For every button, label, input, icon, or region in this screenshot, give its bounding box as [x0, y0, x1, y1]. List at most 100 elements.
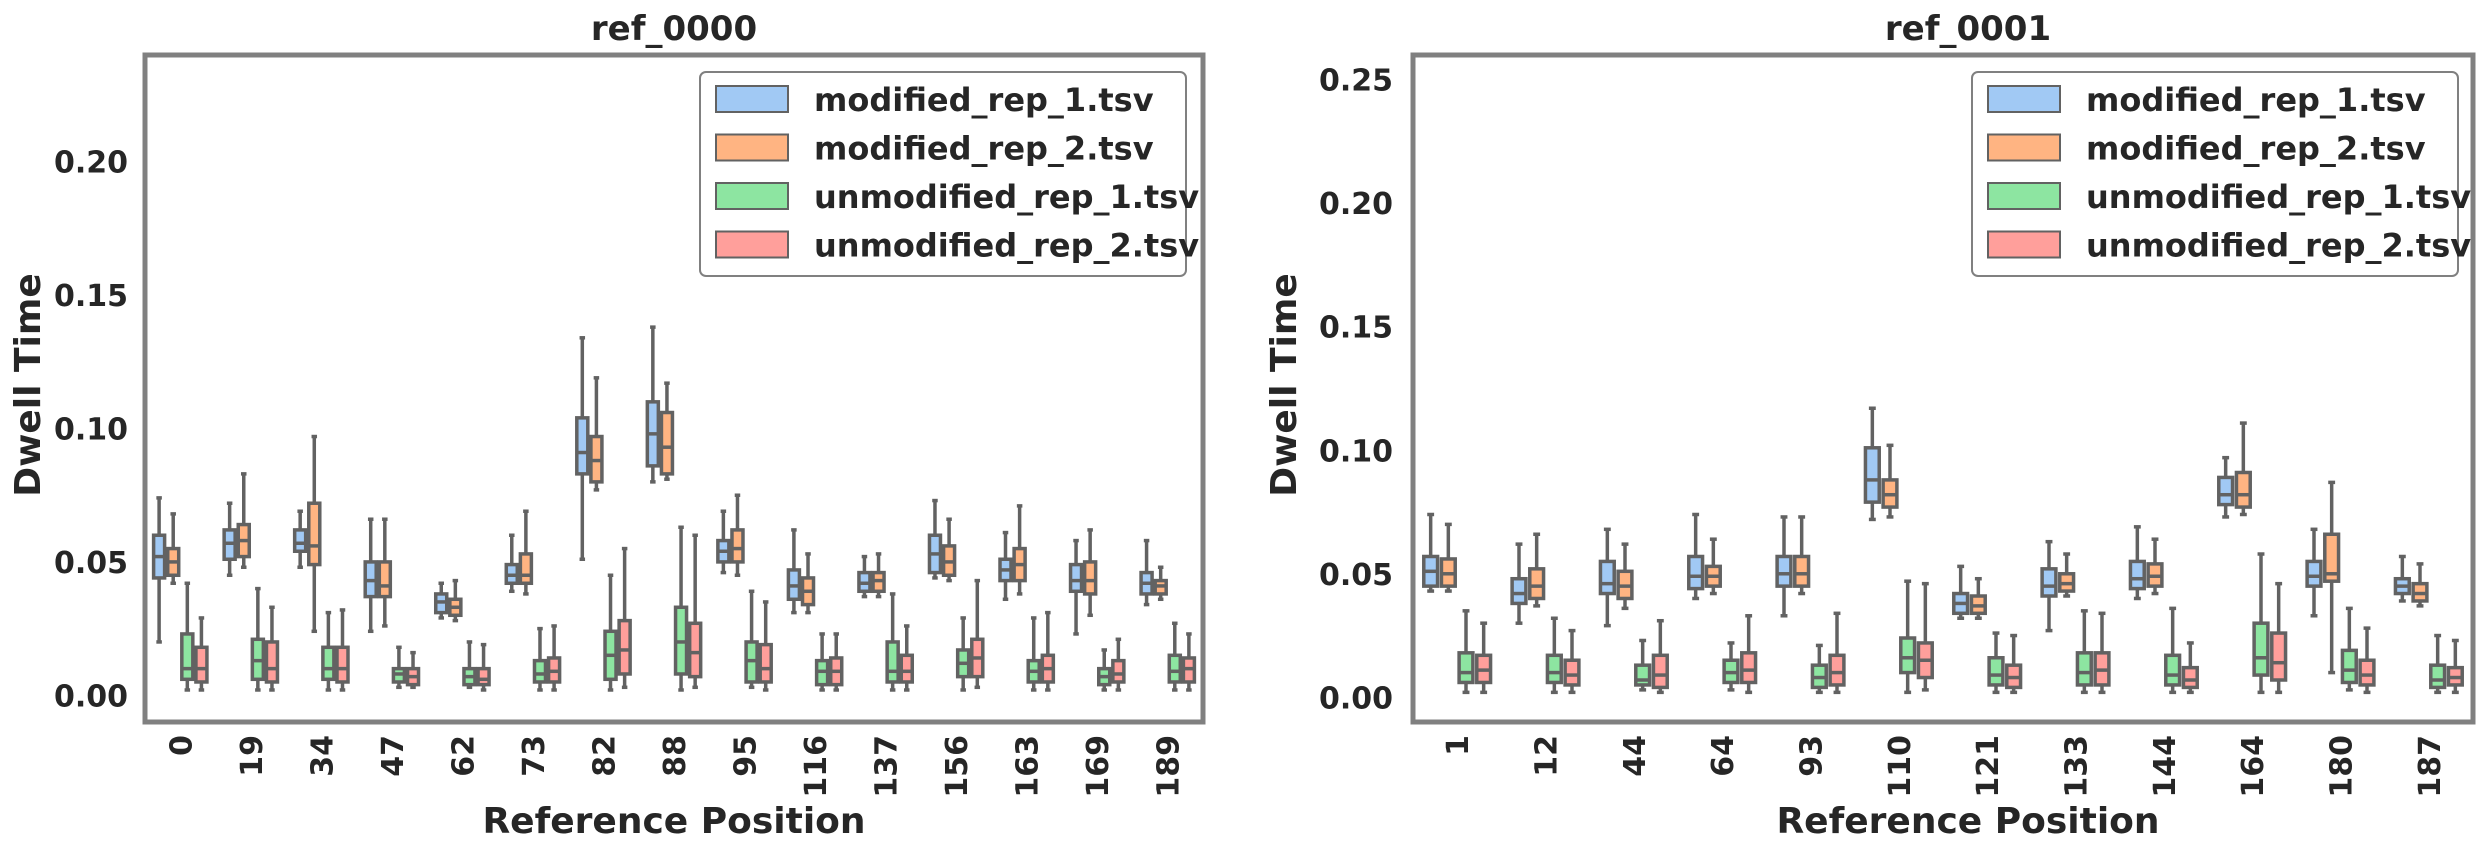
box-iqr	[307, 501, 322, 567]
box-modified_rep_1-189	[1139, 538, 1154, 607]
box-iqr	[1899, 636, 1917, 675]
box-unmodified_rep_2-164	[2270, 581, 2288, 695]
box-iqr	[575, 416, 590, 476]
box-modified_rep_2-12	[1528, 532, 1546, 608]
x-tick-label: 0	[164, 735, 199, 756]
box-unmodified_rep_2-137	[899, 624, 915, 692]
plot-frame	[1410, 52, 2476, 725]
box-iqr	[1740, 651, 1758, 685]
box-unmodified_rep_2-64	[1740, 614, 1758, 695]
box-unmodified_rep_1-164	[2252, 552, 2270, 695]
x-tick-label: 47	[376, 735, 411, 777]
box-unmodified_rep_2-180	[2358, 626, 2376, 695]
box-iqr	[659, 410, 675, 476]
box-modified_rep_2-34	[307, 434, 322, 634]
chart-panel-ref-0001: ref_0001 Reference Position Dwell Time 0…	[1264, 9, 2476, 842]
box-iqr	[1651, 653, 1669, 690]
box-iqr	[532, 658, 548, 684]
box-iqr	[1082, 560, 1098, 596]
box-unmodified_rep_1-110	[1899, 579, 1917, 695]
box-iqr	[1545, 653, 1563, 685]
box-unmodified_rep_2-12	[1563, 628, 1581, 695]
box-modified_rep_2-0	[165, 512, 181, 586]
box-unmodified_rep_1-189	[1167, 621, 1183, 692]
y-axis-label: Dwell Time	[1264, 273, 1305, 497]
box-unmodified_rep_2-88	[687, 533, 703, 690]
box-iqr	[2429, 663, 2447, 690]
box-modified_rep_2-116	[800, 552, 816, 615]
box-unmodified_rep_1-34	[321, 610, 336, 692]
box-modified_rep_2-187	[2411, 562, 2429, 608]
legend-entry: unmodified_rep_2.tsv	[814, 227, 1199, 265]
box-unmodified_rep_1-0	[180, 581, 195, 692]
x-tick-label: 133	[2060, 735, 2095, 798]
box-modified_rep_1-180	[2305, 527, 2323, 618]
x-tick-label: 12	[1530, 735, 1565, 777]
box-unmodified_rep_1-82	[603, 573, 618, 692]
legend: modified_rep_1.tsv modified_rep_2.tsvunmo…	[1971, 71, 2471, 277]
box-iqr	[1828, 653, 1846, 687]
box-modified_rep_1-82	[575, 336, 590, 562]
legend-entry: modified_rep_2.tsv	[2086, 130, 2426, 168]
box-unmodified_rep_1-133	[2075, 609, 2093, 695]
box-iqr	[1068, 562, 1084, 594]
box-unmodified_rep_1-156	[955, 616, 971, 692]
legend-swatch	[715, 85, 789, 113]
x-tick-label: 121	[1971, 735, 2006, 798]
box-iqr	[758, 642, 773, 684]
box-unmodified_rep_1-62	[462, 640, 477, 690]
box-unmodified_rep_2-0	[194, 616, 209, 692]
y-tick-label: 0.10	[54, 413, 128, 448]
x-tick-label: 19	[235, 735, 270, 777]
box-iqr	[1793, 554, 1811, 588]
box-iqr	[1528, 567, 1546, 601]
box-iqr	[1563, 658, 1581, 687]
box-modified_rep_2-189	[1153, 565, 1168, 602]
box-iqr	[2181, 665, 2199, 690]
x-tick-label: 137	[870, 735, 905, 798]
chart-panel-ref-0000: ref_0000 Reference Position Dwell Time 0…	[8, 9, 1206, 842]
box-modified_rep_1-93	[1775, 515, 1793, 618]
box-iqr	[2340, 648, 2358, 685]
box-unmodified_rep_1-44	[1634, 638, 1652, 692]
box-iqr	[2164, 653, 2182, 687]
box-modified_rep_1-121	[1952, 564, 1970, 620]
box-modified_rep_1-133	[2040, 539, 2058, 633]
legend: modified_rep_1.tsv modified_rep_2.tsvunmo…	[699, 71, 1199, 277]
x-tick-label: 62	[446, 735, 481, 777]
box-unmodified_rep_2-95	[758, 600, 773, 692]
x-tick-label: 163	[1011, 735, 1046, 798]
box-unmodified_rep_1-88	[673, 525, 689, 692]
box-unmodified_rep_1-19	[250, 586, 266, 692]
box-modified_rep_1-12	[1510, 542, 1528, 625]
box-modified_rep_1-144	[2128, 525, 2146, 601]
box-unmodified_rep_1-121	[1987, 631, 2005, 695]
box-modified_rep_2-110	[1881, 443, 1899, 519]
box-unmodified_rep_1-47	[391, 645, 407, 690]
box-iqr	[2305, 559, 2323, 588]
box-iqr	[899, 653, 915, 684]
box-modified_rep_2-1	[1439, 522, 1457, 593]
box-unmodified_rep_2-110	[1916, 581, 1934, 692]
x-tick-label: 187	[2413, 735, 2448, 798]
box-iqr	[2323, 532, 2341, 583]
box-unmodified_rep_2-19	[264, 605, 280, 692]
box-modified_rep_2-137	[871, 552, 886, 599]
chart-title: ref_0001	[1885, 9, 2051, 49]
box-iqr	[1167, 653, 1183, 684]
box-modified_rep_2-88	[659, 381, 675, 481]
box-iqr	[1111, 658, 1126, 684]
plot-area	[151, 325, 1197, 692]
box-modified_rep_1-0	[151, 496, 167, 644]
x-tick-label: 1	[1441, 735, 1476, 756]
legend-entry: modified_rep_2.tsv	[814, 130, 1154, 168]
box-unmodified_rep_2-116	[828, 632, 844, 692]
x-axis-label: Reference Position	[482, 801, 865, 842]
box-unmodified_rep_1-64	[1722, 641, 1740, 692]
box-modified_rep_1-95	[716, 509, 731, 575]
box-modified_rep_1-163	[998, 530, 1013, 602]
box-unmodified_rep_2-163	[1040, 610, 1056, 692]
box-modified_rep_2-19	[236, 472, 251, 570]
box-iqr	[730, 528, 745, 564]
